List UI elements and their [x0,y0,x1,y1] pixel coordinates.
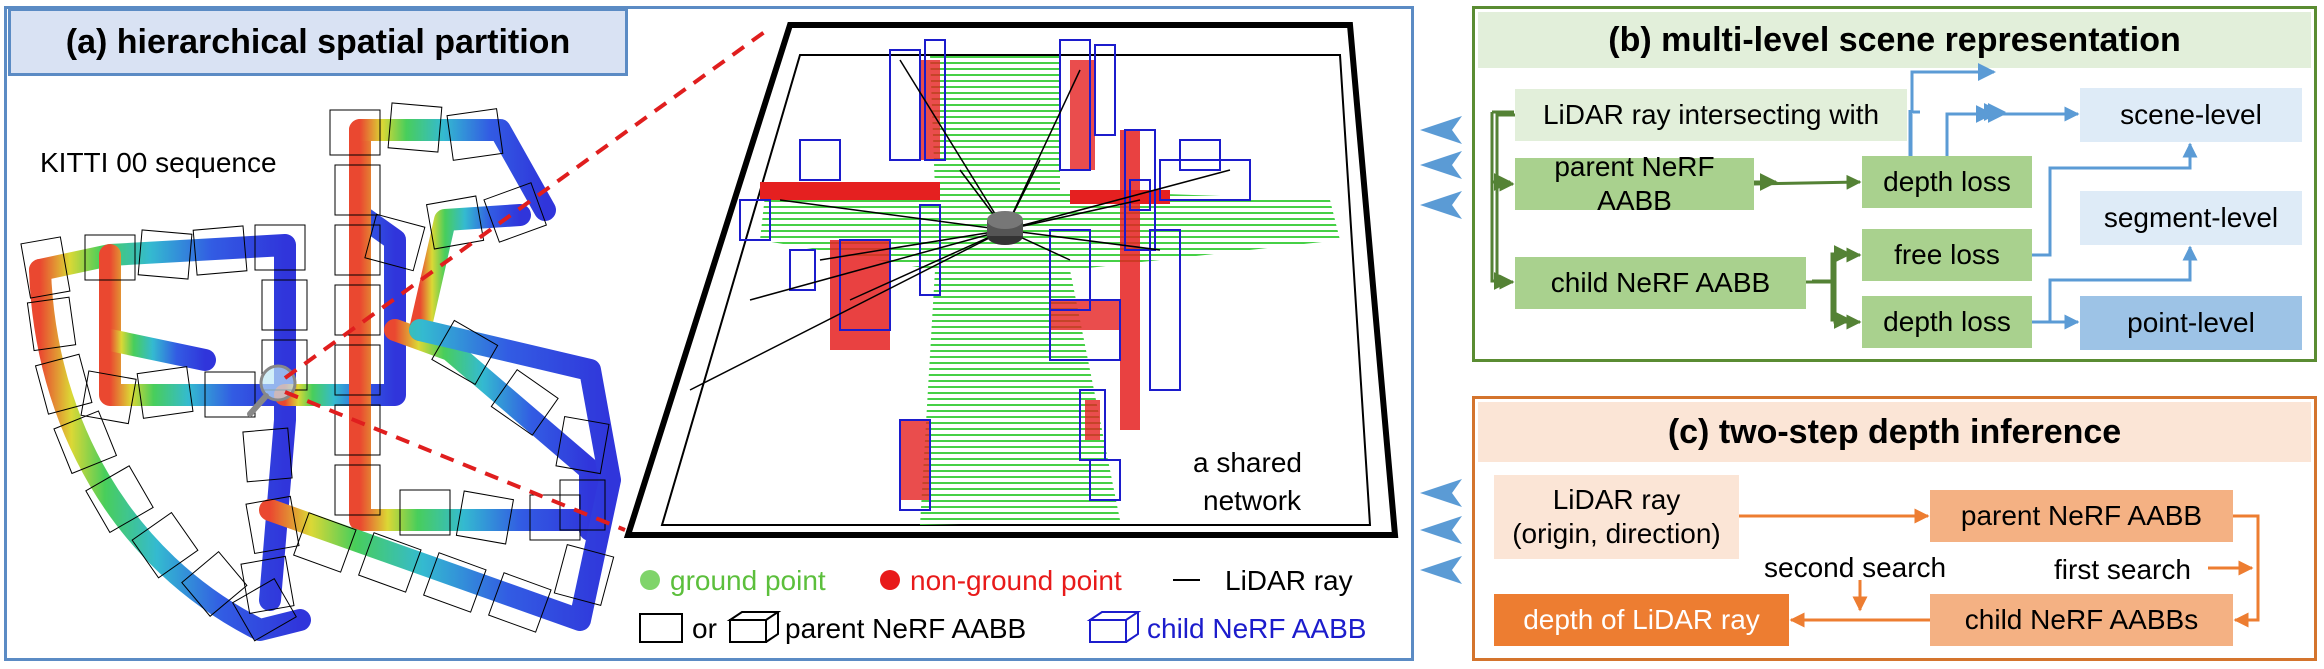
sequence-label: KITTI 00 sequence [40,147,277,178]
node-point-level: point-level [2080,296,2302,350]
ground-swatch [640,570,660,590]
aabb-boxes [20,102,615,642]
scene-3d [623,22,1399,538]
panel-b-frame [1472,6,2317,362]
node-segment-level: segment-level [2080,191,2302,245]
node-free-loss: free loss [1862,229,2032,281]
lidar-ray-line2: (origin, direction) [1512,518,1721,549]
node-depth-loss-2: depth loss [1862,296,2032,348]
parent-3d-swatch [726,611,782,643]
node-parent-aabb-c: parent NeRF AABB [1930,490,2233,542]
legend-or: or [692,613,717,644]
network-label-2: network [1203,485,1302,516]
node-lidar-ray-c: LiDAR ray (origin, direction) [1494,475,1739,559]
node-scene-level: scene-level [2080,88,2302,142]
panel-a-frame [4,6,1414,661]
node-depth-output: depth of LiDAR ray [1494,594,1789,646]
panel-b-title: (b) multi-level scene representation [1478,12,2311,68]
label-second-search: second search [1764,552,1947,583]
node-child-aabb-b: child NeRF AABB [1515,257,1806,309]
legend-nonground: non-ground point [910,565,1122,596]
legend-child: child NeRF AABB [1147,613,1366,644]
lidar-ray-line1: LiDAR ray [1552,484,1681,516]
node-ray-intersect: LiDAR ray intersecting with [1515,89,1907,141]
panel-c-title: (c) two-step depth inference [1478,402,2311,462]
parent-2d-swatch [639,613,683,643]
legend-ground: ground point [670,565,826,596]
panel-a-figure: KITTI 00 sequence [20,22,1399,644]
node-child-aabbs-c: child NeRF AABBs [1930,594,2233,646]
legend-parent: parent NeRF AABB [785,613,1026,644]
panel-a-title: (a) hierarchical spatial partition [8,8,628,76]
flow-arrows [1420,116,1462,584]
panel-c-frame [1472,396,2317,661]
panel-b-routes [1910,72,1914,106]
zoom-lines [283,26,772,532]
legend-ray: LiDAR ray [1225,565,1353,596]
network-label-1: a shared [1193,447,1302,478]
legend: ground point non-ground point LiDAR ray … [639,565,1366,644]
node-depth-loss-1: depth loss [1862,156,2032,208]
nonground-swatch [880,570,900,590]
child-3d-swatch [1086,611,1142,643]
label-first-search: first search [2054,554,2191,585]
